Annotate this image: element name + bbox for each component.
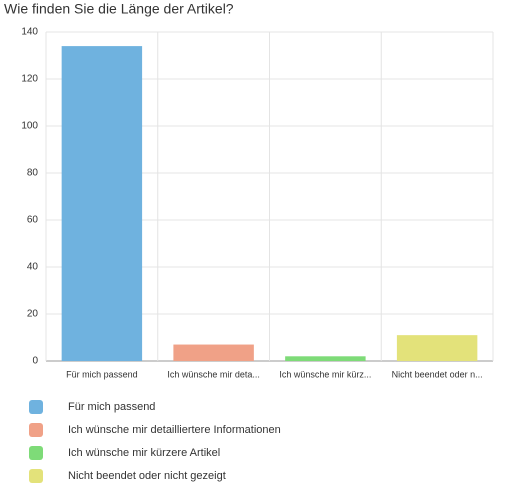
legend-swatch <box>29 469 43 483</box>
legend-swatch <box>29 446 43 460</box>
x-tick-label: Für mich passend <box>66 369 138 379</box>
bar <box>173 344 254 361</box>
y-tick-label: 140 <box>21 27 38 38</box>
y-tick-label: 80 <box>27 168 39 179</box>
bar <box>285 356 366 361</box>
y-tick-label: 100 <box>21 121 38 132</box>
x-tick-label: Ich wünsche mir kürz... <box>279 369 371 379</box>
legend-swatch <box>29 400 43 414</box>
y-tick-label: 120 <box>21 74 38 85</box>
bar <box>396 335 478 361</box>
legend-label: Nicht beendet oder nicht gezeigt <box>68 470 226 482</box>
legend-label: Ich wünsche mir detailliertere Informati… <box>68 424 281 436</box>
x-tick-label: Ich wünsche mir deta... <box>167 369 260 379</box>
chart-title: Wie finden Sie die Länge der Artikel? <box>4 1 234 17</box>
legend-swatch <box>29 423 43 437</box>
y-tick-label: 20 <box>27 309 39 320</box>
legend-label: Für mich passend <box>68 401 155 413</box>
y-tick-label: 40 <box>27 262 39 273</box>
x-tick-label: Nicht beendet oder n... <box>392 369 483 379</box>
bar <box>61 46 143 361</box>
y-tick-label: 60 <box>27 215 39 226</box>
legend-label: Ich wünsche mir kürzere Artikel <box>68 447 220 459</box>
y-tick-label: 0 <box>32 356 38 367</box>
